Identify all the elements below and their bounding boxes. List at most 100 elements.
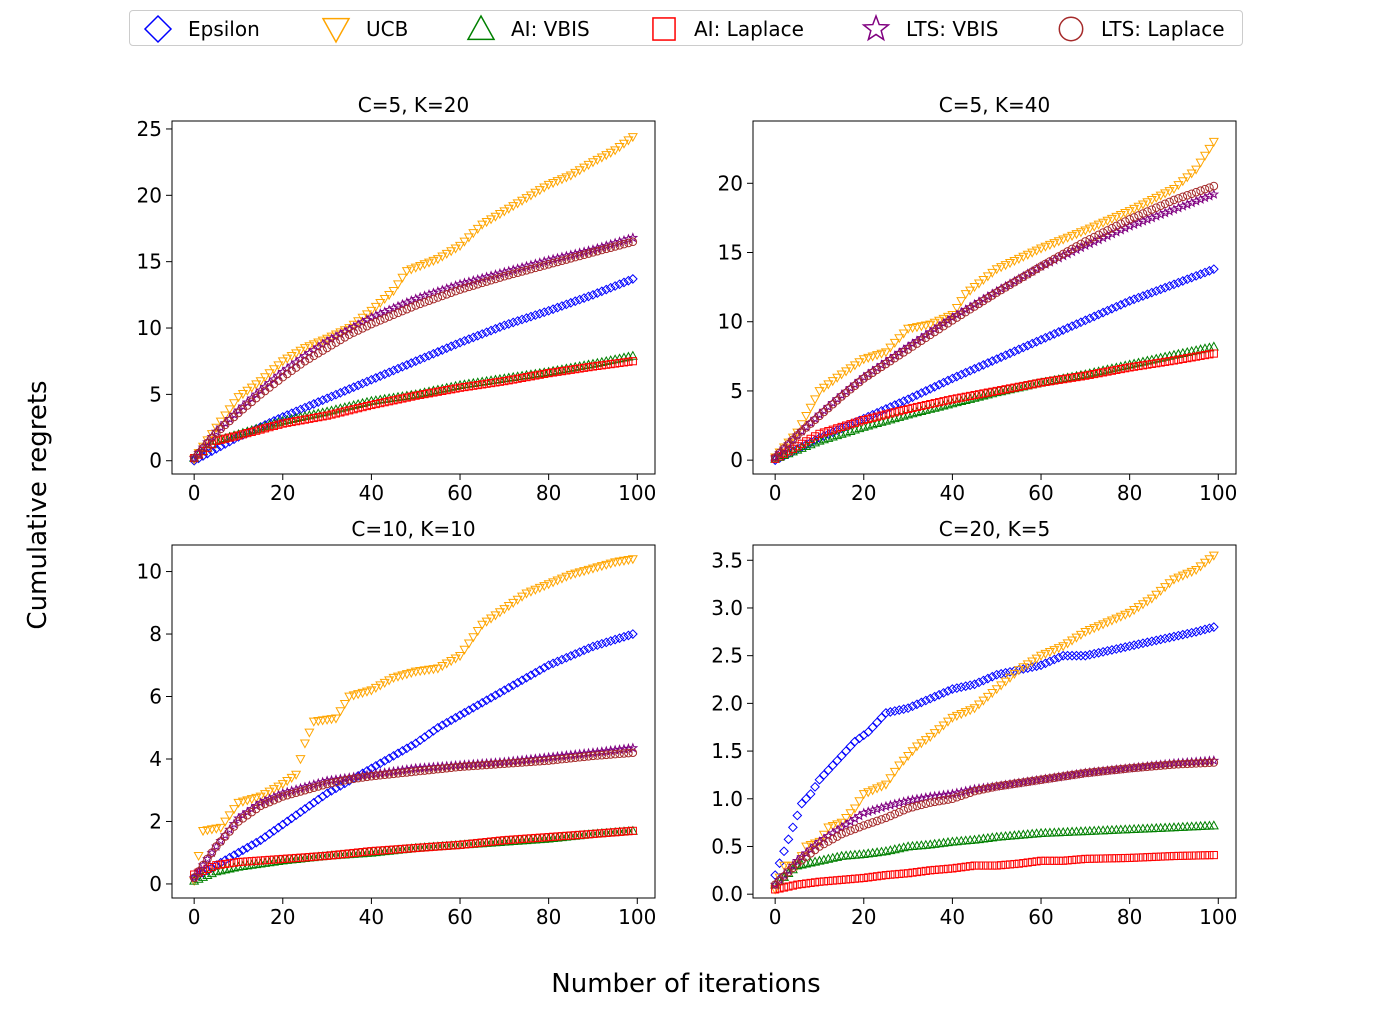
data-point — [1058, 235, 1069, 245]
data-point — [1044, 656, 1055, 667]
data-point — [521, 313, 532, 323]
data-point — [499, 605, 510, 615]
data-point — [899, 405, 908, 415]
data-point — [1063, 771, 1072, 780]
data-point — [579, 567, 590, 577]
data-point — [867, 409, 878, 420]
data-point — [610, 281, 621, 291]
data-point — [1014, 382, 1023, 391]
data-point — [1044, 240, 1055, 250]
data-point — [1094, 369, 1103, 378]
data-point — [233, 812, 244, 823]
data-point — [419, 260, 430, 270]
data-point — [1169, 356, 1179, 365]
data-point — [428, 256, 439, 266]
data-point — [407, 844, 416, 853]
data-point — [779, 846, 789, 857]
data-point — [1084, 313, 1095, 324]
data-point — [482, 379, 491, 388]
data-point — [339, 772, 351, 783]
data-point — [419, 352, 430, 363]
data-point — [469, 281, 478, 290]
data-point — [565, 171, 576, 181]
data-point — [943, 795, 953, 804]
data-point — [243, 857, 252, 866]
data-point — [579, 250, 589, 260]
data-point — [903, 703, 913, 714]
x-tick-label: 0 — [188, 481, 201, 505]
data-point — [579, 752, 589, 762]
data-point — [920, 329, 932, 340]
data-point — [553, 367, 562, 376]
data-point — [965, 365, 976, 376]
data-point — [606, 360, 615, 369]
data-point — [420, 766, 429, 775]
data-point — [991, 685, 1002, 695]
data-point — [921, 333, 931, 343]
data-point — [1112, 221, 1121, 231]
data-point — [1196, 851, 1205, 860]
data-point — [916, 388, 927, 398]
axes-frame — [752, 544, 1237, 899]
data-point — [211, 824, 222, 834]
data-point — [424, 765, 434, 775]
data-point — [513, 374, 522, 383]
data-point — [380, 314, 389, 323]
data-point — [1169, 631, 1179, 642]
data-point — [911, 793, 923, 804]
data-point — [246, 383, 257, 393]
data-point — [867, 786, 878, 796]
data-point — [623, 742, 634, 754]
data-point — [401, 267, 412, 277]
data-point — [1022, 340, 1033, 351]
series-lts_vbis — [769, 188, 1220, 462]
data-point — [300, 785, 310, 795]
data-point — [1036, 378, 1046, 387]
data-point — [1066, 769, 1078, 780]
data-point — [437, 345, 448, 355]
data-point — [978, 675, 989, 686]
data-point — [460, 840, 469, 849]
data-point — [1050, 254, 1059, 264]
data-point — [482, 277, 491, 286]
data-point — [1049, 646, 1060, 656]
triangle-down-marker-icon — [321, 17, 351, 44]
data-point — [1053, 237, 1064, 247]
data-point — [323, 851, 332, 860]
data-point — [446, 763, 456, 773]
data-point — [1058, 325, 1069, 335]
data-point — [561, 173, 572, 183]
data-point — [1125, 763, 1134, 773]
data-point — [206, 825, 217, 835]
data-point — [593, 246, 602, 256]
data-point — [277, 780, 288, 790]
data-point — [437, 662, 448, 672]
data-point — [273, 361, 284, 371]
data-point — [277, 357, 288, 367]
data-point — [593, 361, 602, 370]
data-point — [903, 394, 913, 405]
data-point — [1045, 856, 1054, 865]
data-point — [486, 379, 496, 388]
data-point — [455, 710, 465, 721]
data-point — [1062, 650, 1073, 661]
data-point — [908, 342, 917, 351]
data-point — [610, 146, 621, 156]
data-point — [965, 680, 976, 691]
data-point — [1186, 272, 1197, 283]
data-point — [1191, 270, 1202, 281]
x-tick-label: 0 — [769, 905, 782, 929]
data-point — [845, 809, 856, 819]
data-point — [358, 773, 367, 782]
data-point — [1098, 620, 1109, 630]
data-point — [491, 760, 500, 769]
data-point — [1124, 608, 1135, 618]
data-point — [1004, 778, 1016, 789]
data-point — [388, 287, 399, 297]
data-point — [917, 800, 926, 810]
data-point — [996, 352, 1007, 363]
data-point — [961, 392, 970, 401]
data-point — [1169, 851, 1179, 861]
data-point — [868, 872, 877, 881]
data-point — [935, 398, 944, 407]
